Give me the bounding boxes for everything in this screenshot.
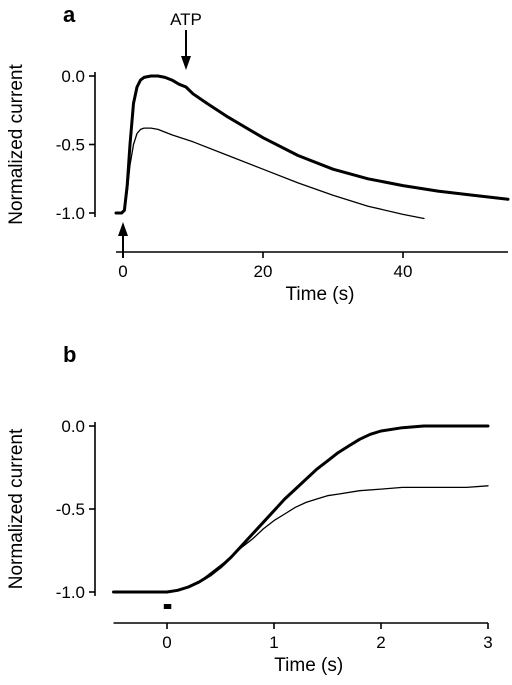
stimulus-bar (163, 604, 172, 609)
y-tick-label: -0.5 (56, 136, 85, 155)
y-tick-label: 0.0 (61, 67, 85, 86)
panel-letter: b (63, 342, 76, 367)
x-axis-label: Time (s) (286, 284, 355, 305)
panel-b: b 0.0 -0.5 -1.0 Normalized current 0 1 2 3 Time (… (6, 342, 493, 676)
y-axis-label: Normalized current (6, 64, 27, 225)
trace-thin (115, 127, 425, 220)
panel-a: a 0.0 -0.5 -1.0 Normalized current 0 20 40 Time … (6, 2, 510, 305)
atp-label: ATP (170, 10, 202, 29)
x-tick-label: 0 (118, 262, 127, 281)
y-axis-label: Normalized current (6, 428, 27, 589)
trace-thick (112, 424, 490, 594)
x-tick-label: 0 (162, 633, 171, 652)
y-tick-label: -1.0 (56, 204, 85, 223)
x-tick-label: 40 (394, 262, 413, 281)
trace-thin (112, 485, 489, 593)
trace-thick (114, 74, 510, 215)
x-tick-label: 2 (376, 633, 385, 652)
atp-arrow-head (181, 56, 191, 70)
y-tick-label: 0.0 (61, 417, 85, 436)
x-tick-label: 3 (483, 633, 492, 652)
start-arrow-head (118, 222, 128, 236)
x-axis-label: Time (s) (274, 655, 343, 676)
x-tick-label: 20 (254, 262, 273, 281)
y-tick-label: -0.5 (56, 500, 85, 519)
panel-letter: a (63, 2, 76, 27)
x-tick-label: 1 (269, 633, 278, 652)
y-tick-label: -1.0 (56, 583, 85, 602)
